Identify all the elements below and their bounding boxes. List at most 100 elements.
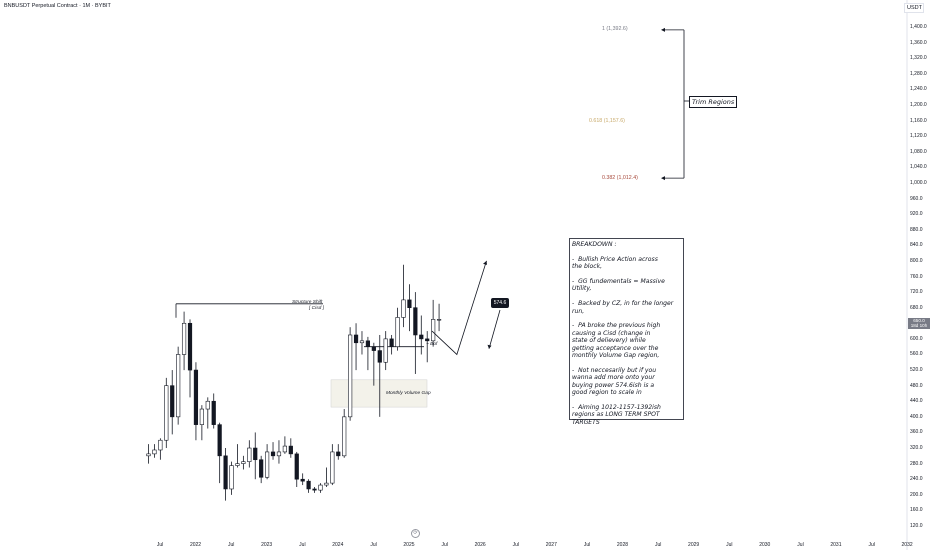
candle-body	[205, 400, 210, 410]
price-tick-label: 1,160.0	[910, 117, 927, 124]
candle-body	[235, 463, 240, 466]
price-target-box[interactable]: 574.6	[491, 298, 509, 308]
time-tick-label: Jul	[797, 542, 804, 548]
price-box-arrow	[488, 309, 501, 349]
candle-body	[247, 447, 252, 462]
time-tick-label: 2032	[901, 542, 913, 548]
price-tick-label: 240.0	[910, 476, 923, 483]
price-tick-label: 400.0	[910, 413, 923, 420]
fib-level-label: 0.382 (1,012.4)	[602, 174, 638, 181]
time-tick-label: Jul	[726, 542, 733, 548]
time-tick-label: Jul	[228, 542, 235, 548]
structure-shift-label: Structure Shift	[292, 300, 323, 305]
breakdown-note[interactable]: BREAKDOWN : - Bullish Price Action acros…	[569, 238, 684, 426]
price-tick-label: 680.0	[910, 304, 923, 311]
candle-body	[324, 482, 329, 486]
candle-body	[199, 408, 204, 425]
price-tick-label: 200.0	[910, 491, 923, 498]
candle-body	[158, 439, 163, 451]
price-tick-label: 840.0	[910, 242, 923, 249]
candle-body	[253, 447, 258, 461]
price-tick-label: 280.0	[910, 460, 923, 467]
candle-body	[413, 307, 418, 336]
candle-body	[187, 322, 193, 371]
candle-body	[359, 340, 365, 344]
fib-level-label: 1 (1,392.6)	[602, 26, 628, 33]
candle-body	[294, 453, 299, 480]
price-tick-label: 720.0	[910, 289, 923, 296]
currency-label[interactable]: USDT	[904, 3, 924, 13]
time-tick-label: Jul	[441, 542, 448, 548]
candle-body	[377, 350, 382, 363]
last-price-value: 650.0	[913, 318, 925, 323]
time-tick-label: Jul	[654, 542, 662, 548]
candle-body	[270, 451, 276, 457]
volume-gap-zone	[330, 379, 428, 408]
candle-body	[336, 451, 341, 457]
candle-body	[276, 451, 282, 457]
time-tick-label: Jul	[868, 542, 875, 548]
fib-level-label: 0.618 (1,157.6)	[589, 117, 625, 124]
time-tick-label: 2030	[759, 542, 771, 548]
cisd-label: [ Cisd ]	[309, 306, 324, 311]
candle-body	[342, 416, 347, 457]
bof-label: ~ Bof	[426, 342, 438, 347]
price-tick-label: 440.0	[910, 398, 923, 405]
candle-body	[152, 449, 157, 455]
projection-arrowhead	[483, 260, 488, 265]
price-box-arrowhead	[487, 344, 492, 349]
candle-body	[436, 319, 442, 321]
trim-arrow-bottom	[661, 176, 665, 181]
price-tick-label: 920.0	[910, 211, 923, 218]
price-tick-label: 760.0	[910, 273, 923, 280]
candle-body	[306, 480, 311, 490]
candle-body	[176, 354, 181, 418]
price-tick-label: 1,080.0	[910, 148, 927, 155]
price-tick-label: 1,120.0	[910, 133, 927, 140]
price-tick-label: 800.0	[910, 257, 923, 264]
candle-body	[264, 451, 270, 478]
time-tick-label: 2026	[474, 542, 486, 548]
price-tick-label: 1,000.0	[910, 179, 927, 186]
candle-body	[401, 299, 406, 318]
time-tick-label: 2025	[403, 542, 415, 548]
price-tick-label: 1,040.0	[910, 164, 927, 171]
trim-regions-label[interactable]: Trim Regions	[689, 96, 738, 108]
price-tick-label: 480.0	[910, 382, 923, 389]
candle-body	[353, 334, 359, 344]
time-tick-label: Jul	[512, 542, 520, 548]
price-tick-label: 960.0	[910, 195, 923, 202]
last-price-tag: 650.0 18d 10h	[908, 318, 930, 329]
last-price-countdown: 18d 10h	[910, 323, 928, 329]
candle-body	[181, 322, 187, 355]
price-tick-label: 1,200.0	[910, 101, 927, 108]
candle-body	[223, 455, 228, 490]
candle-body	[383, 338, 388, 363]
candle-body	[288, 445, 293, 455]
candle-body	[389, 338, 394, 347]
price-tick-label: 520.0	[910, 367, 923, 374]
candle-body	[259, 459, 264, 478]
price-tick-label: 560.0	[910, 351, 923, 358]
price-tick-label: 160.0	[910, 507, 923, 514]
time-tick-label: 2027	[545, 542, 557, 548]
time-tick-label: Jul	[156, 542, 164, 548]
price-tick-label: 1,360.0	[910, 39, 927, 46]
time-tick-label: Jul	[370, 542, 377, 548]
projection-path	[431, 260, 487, 356]
price-tick-label: 1,320.0	[910, 55, 927, 62]
candle-body	[146, 453, 151, 457]
time-tick-label: Jul	[583, 542, 591, 548]
time-tick-label: 2022	[189, 542, 202, 548]
candle-body	[300, 478, 305, 482]
price-tick-label: 120.0	[910, 523, 923, 529]
time-tick-label: 2029	[688, 542, 700, 548]
price-tick-label: 880.0	[910, 226, 923, 233]
chart-title: BNBUSDT Perpetual Contract · 1M · BYBIT	[4, 3, 111, 9]
goto-date-icon[interactable]: ⟳	[411, 529, 420, 538]
time-tick-label: 2023	[261, 542, 273, 548]
candle-body	[241, 461, 246, 464]
candle-body	[312, 488, 317, 491]
